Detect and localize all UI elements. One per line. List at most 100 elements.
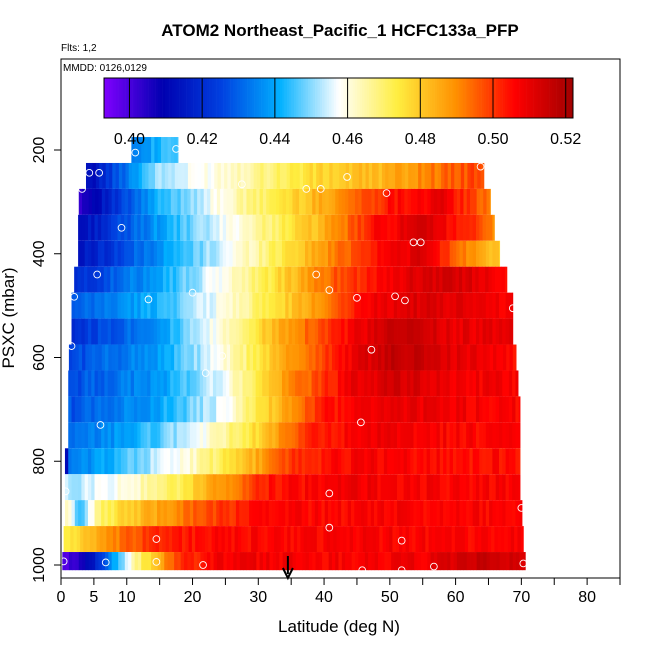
heatmap-cell [288, 292, 293, 319]
heatmap-cell [383, 474, 388, 501]
heatmap-cell [216, 214, 220, 241]
colorbar-segment [312, 78, 316, 118]
heatmap-cell [266, 162, 271, 189]
heatmap-cell [324, 266, 328, 293]
heatmap-cell [68, 370, 72, 397]
heatmap-cell [265, 370, 270, 397]
heatmap-cell [93, 526, 97, 553]
heatmap-cell [450, 344, 455, 371]
heatmap-cell [466, 552, 471, 571]
heatmap-cell [256, 188, 261, 215]
heatmap-cell [151, 162, 156, 189]
heatmap-cell [327, 266, 332, 293]
heatmap-cell [337, 370, 342, 397]
heatmap-cell [410, 396, 414, 423]
heatmap-cell [218, 526, 222, 553]
heatmap-cell [295, 214, 299, 241]
heatmap-cell [472, 422, 477, 449]
heatmap-cell [196, 396, 201, 423]
heatmap-cell [331, 422, 335, 449]
heatmap-cell [449, 474, 454, 501]
heatmap-cell [462, 370, 467, 397]
heatmap-cell [252, 396, 257, 423]
colorbar-segment [118, 78, 121, 118]
heatmap-cell [339, 162, 343, 189]
heatmap-cell [360, 266, 364, 293]
heatmap-cell [292, 552, 297, 571]
heatmap-cell [68, 396, 72, 423]
heatmap-cell [127, 318, 132, 345]
heatmap-cell [153, 448, 158, 475]
heatmap-cell [483, 552, 487, 571]
heatmap-cell [235, 370, 240, 397]
heatmap-cell [351, 500, 355, 527]
heatmap-cell [295, 344, 300, 371]
heatmap-cell [362, 162, 366, 189]
colorbar-segment [190, 78, 194, 118]
heatmap-cell [118, 552, 122, 571]
heatmap-cell [439, 240, 444, 267]
heatmap-cell [120, 370, 125, 397]
heatmap-cell [436, 500, 441, 527]
heatmap-cell [395, 526, 400, 553]
heatmap-cell [245, 422, 250, 449]
colorbar-segment [261, 78, 264, 118]
heatmap-cell [226, 552, 231, 571]
heatmap-cell [298, 500, 303, 527]
heatmap-cell [122, 526, 127, 553]
heatmap-cell [407, 344, 412, 371]
colorbar-segment [181, 78, 185, 118]
heatmap-cell [456, 396, 460, 423]
heatmap-cell [160, 370, 164, 397]
heatmap-cell [203, 318, 207, 345]
heatmap-cell [466, 500, 470, 527]
heatmap-cell [87, 266, 91, 293]
colorbar-segment [516, 78, 520, 118]
heatmap-cell [446, 474, 451, 501]
sample-point [476, 162, 485, 171]
heatmap-cell [203, 552, 208, 571]
heatmap-cell [381, 344, 385, 371]
heatmap-cell [255, 474, 260, 501]
heatmap-cell [94, 240, 99, 267]
heatmap-cell [370, 474, 375, 501]
heatmap-cell [255, 500, 260, 527]
colorbar-segment [359, 78, 363, 118]
heatmap-cell [342, 162, 347, 189]
heatmap-cell [118, 162, 123, 189]
heatmap-cell [345, 162, 350, 189]
heatmap-cell [410, 474, 414, 501]
heatmap-cell [241, 526, 245, 553]
heatmap-cell [512, 552, 517, 571]
heatmap-cell [380, 500, 385, 527]
heatmap-cell [364, 552, 369, 571]
heatmap-cell [68, 448, 72, 475]
heatmap-cell [313, 526, 318, 553]
heatmap-cell [317, 266, 322, 293]
heatmap-cell [232, 240, 237, 267]
heatmap-cell [214, 526, 219, 553]
heatmap-cell [157, 137, 162, 163]
heatmap-cell [98, 188, 103, 215]
heatmap-cell [163, 448, 168, 475]
heatmap-cell [404, 344, 408, 371]
heatmap-cell [437, 552, 441, 571]
heatmap-cell [416, 396, 421, 423]
heatmap-cell [183, 422, 188, 449]
heatmap-cell [353, 526, 357, 553]
heatmap-cell [108, 188, 113, 215]
heatmap-cell [170, 552, 175, 571]
heatmap-cell [262, 500, 266, 527]
heatmap-cell [275, 370, 280, 397]
heatmap-cell [334, 422, 339, 449]
heatmap-cell [482, 370, 487, 397]
heatmap-cell [440, 552, 445, 571]
heatmap-cell [330, 266, 335, 293]
heatmap-cell [443, 292, 447, 319]
heatmap-cell [160, 344, 165, 371]
heatmap-cell [325, 188, 330, 215]
heatmap-cell [367, 448, 372, 475]
heatmap-cell [360, 448, 365, 475]
colorbar-segment [345, 78, 349, 118]
heatmap-cell [351, 292, 355, 319]
